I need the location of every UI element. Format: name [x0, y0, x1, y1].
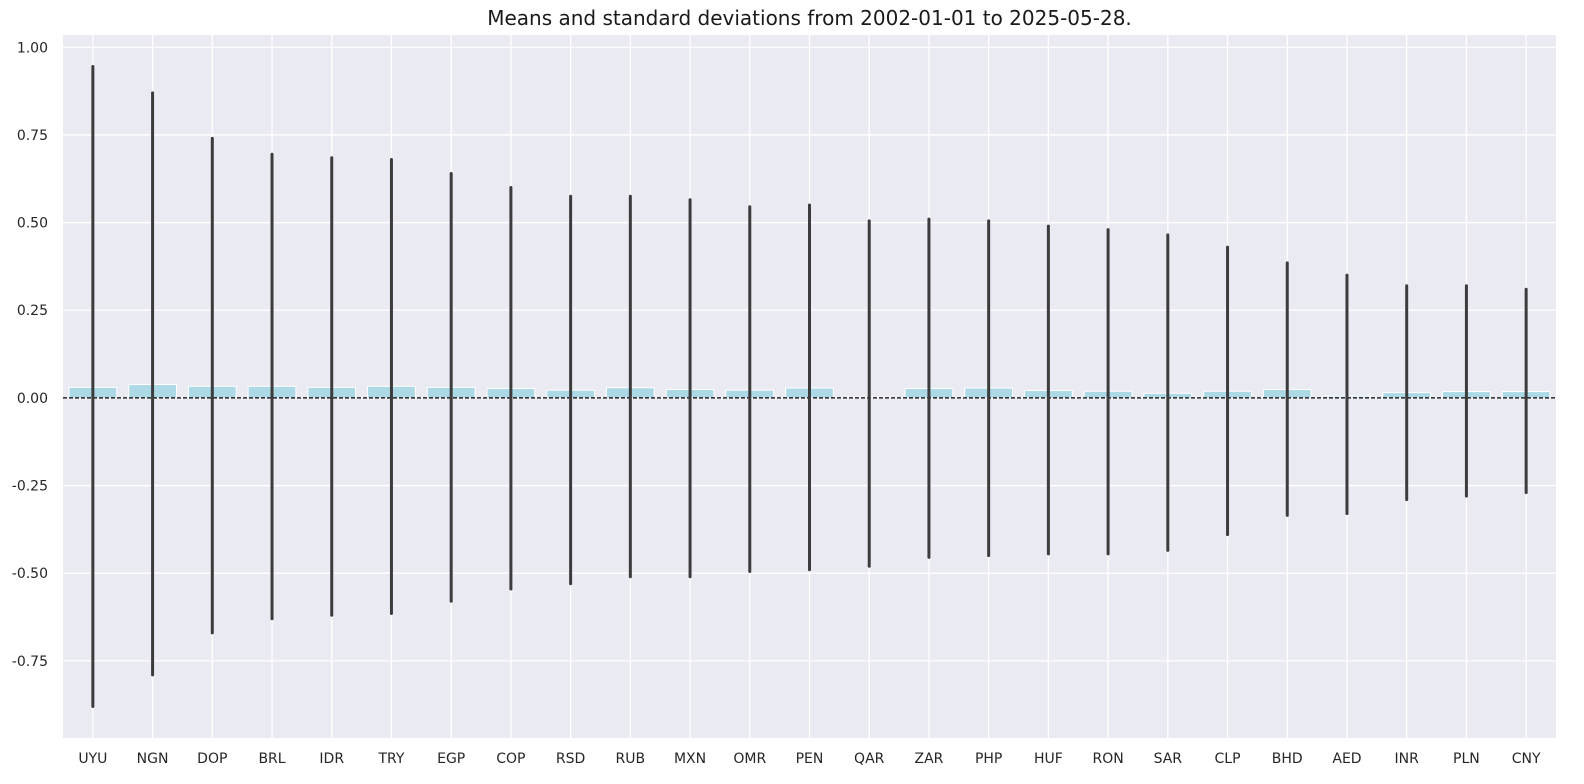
y-tick-label: 0.00 — [17, 391, 48, 407]
std-error-bars — [91, 65, 1528, 708]
x-tick-label: SAR — [1154, 751, 1183, 767]
x-tick-label: RUB — [616, 751, 646, 767]
y-axis-ticks: -0.75 -0.50 -0.25 0.00 0.25 0.50 0.75 1.00 — [12, 40, 48, 670]
x-tick-label: MXN — [674, 751, 706, 767]
y-tick-label: -0.25 — [12, 479, 48, 495]
x-tick-label: EGP — [437, 751, 465, 767]
x-tick-label: RON — [1092, 751, 1123, 767]
y-tick-label: 0.50 — [17, 216, 48, 232]
y-tick-label: 0.25 — [17, 303, 48, 319]
x-tick-label: TRY — [377, 751, 404, 767]
x-axis-ticks: UYU NGN DOP BRL IDR TRY EGP COP RSD RUB MXN OMR PEN Q… — [78, 751, 1541, 767]
x-tick-label: AED — [1332, 751, 1361, 767]
x-tick-label: BRL — [258, 751, 285, 767]
x-tick-label: IDR — [319, 751, 344, 767]
x-tick-label: PEN — [796, 751, 824, 767]
y-tick-label: 1.00 — [17, 40, 48, 56]
x-tick-label: RSD — [556, 751, 585, 767]
x-tick-label: COP — [496, 751, 525, 767]
y-tick-label: -0.75 — [12, 654, 48, 670]
chart-title: Means and standard deviations from 2002-… — [487, 6, 1132, 30]
x-tick-label: QAR — [854, 751, 885, 767]
x-tick-label: DOP — [197, 751, 227, 767]
x-tick-label: CNY — [1512, 751, 1541, 767]
x-tick-label: UYU — [78, 751, 107, 767]
x-tick-label: CLP — [1215, 751, 1241, 767]
x-tick-label: BHD — [1272, 751, 1303, 767]
x-tick-label: PLN — [1453, 751, 1480, 767]
y-tick-label: 0.75 — [17, 128, 48, 144]
x-tick-label: INR — [1395, 751, 1420, 767]
x-tick-label: PHP — [975, 751, 1002, 767]
x-tick-label: NGN — [137, 751, 169, 767]
x-tick-label: HUF — [1034, 751, 1063, 767]
x-tick-label: ZAR — [914, 751, 943, 767]
y-tick-label: -0.50 — [12, 566, 48, 582]
x-tick-label: OMR — [733, 751, 766, 767]
